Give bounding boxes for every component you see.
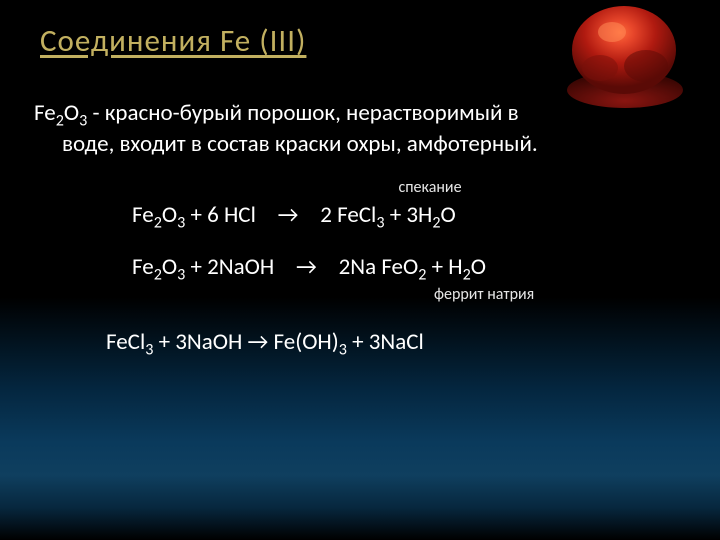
equation-2: Fe2O3 + 2NaOH → 2Na FeO2 + H2O xyxy=(132,253,686,281)
eq2-plus: + 2NaOH xyxy=(185,253,274,281)
eq1-right: 2 FeCl xyxy=(320,201,376,229)
eq1-end: O xyxy=(441,201,456,229)
eq1-left: Fe xyxy=(132,201,154,229)
sub: 3 xyxy=(339,341,347,360)
sub: 2 xyxy=(154,266,162,285)
arrow-icon: → xyxy=(279,253,333,281)
eq3-left: FeCl xyxy=(106,328,145,356)
sub: 3 xyxy=(376,214,384,233)
eq3-mid: + 3NaOH → Fe(OH) xyxy=(153,328,338,356)
slide-title: Соединения Fe (III) xyxy=(40,22,686,60)
eq1-plus: + 6 HCl xyxy=(185,201,256,229)
desc-text: - красно-бурый порошок, нерастворимый в xyxy=(87,99,518,127)
eq2-o: O xyxy=(162,253,177,281)
formula-fe: Fe xyxy=(34,99,56,127)
equation-3: FeCl3 + 3NaOH → Fe(OH)3 + 3NaCl xyxy=(106,328,686,356)
sub: 2 xyxy=(463,266,471,285)
annotation-ferrite: феррит натрия xyxy=(434,285,686,304)
equation-1: Fe2O3 + 6 HCl → 2 FeCl3 + 3H2O xyxy=(132,201,686,229)
sub: 2 xyxy=(432,214,440,233)
eq1-h: + 3H xyxy=(385,201,433,229)
sub: 2 xyxy=(154,214,162,233)
eq2-left: Fe xyxy=(132,253,154,281)
annotation-sintering: спекание xyxy=(174,178,686,197)
slide: Соединения Fe (III) Fe2O3 - красно-бурый… xyxy=(0,0,720,540)
desc-line2: воде, входит в состав краски охры, амфот… xyxy=(34,129,686,160)
eq1-o: O xyxy=(162,201,177,229)
eq2-right: 2Na FeO xyxy=(339,253,419,281)
eq3-end: + 3NaCl xyxy=(347,328,424,356)
eq2-h: + H xyxy=(426,253,462,281)
arrow-icon: → xyxy=(261,201,315,229)
compound-description: Fe2O3 - красно-бурый порошок, нераствори… xyxy=(34,98,686,160)
eq2-end: O xyxy=(471,253,486,281)
sub: 2 xyxy=(56,112,64,131)
formula-o: O xyxy=(64,99,79,127)
